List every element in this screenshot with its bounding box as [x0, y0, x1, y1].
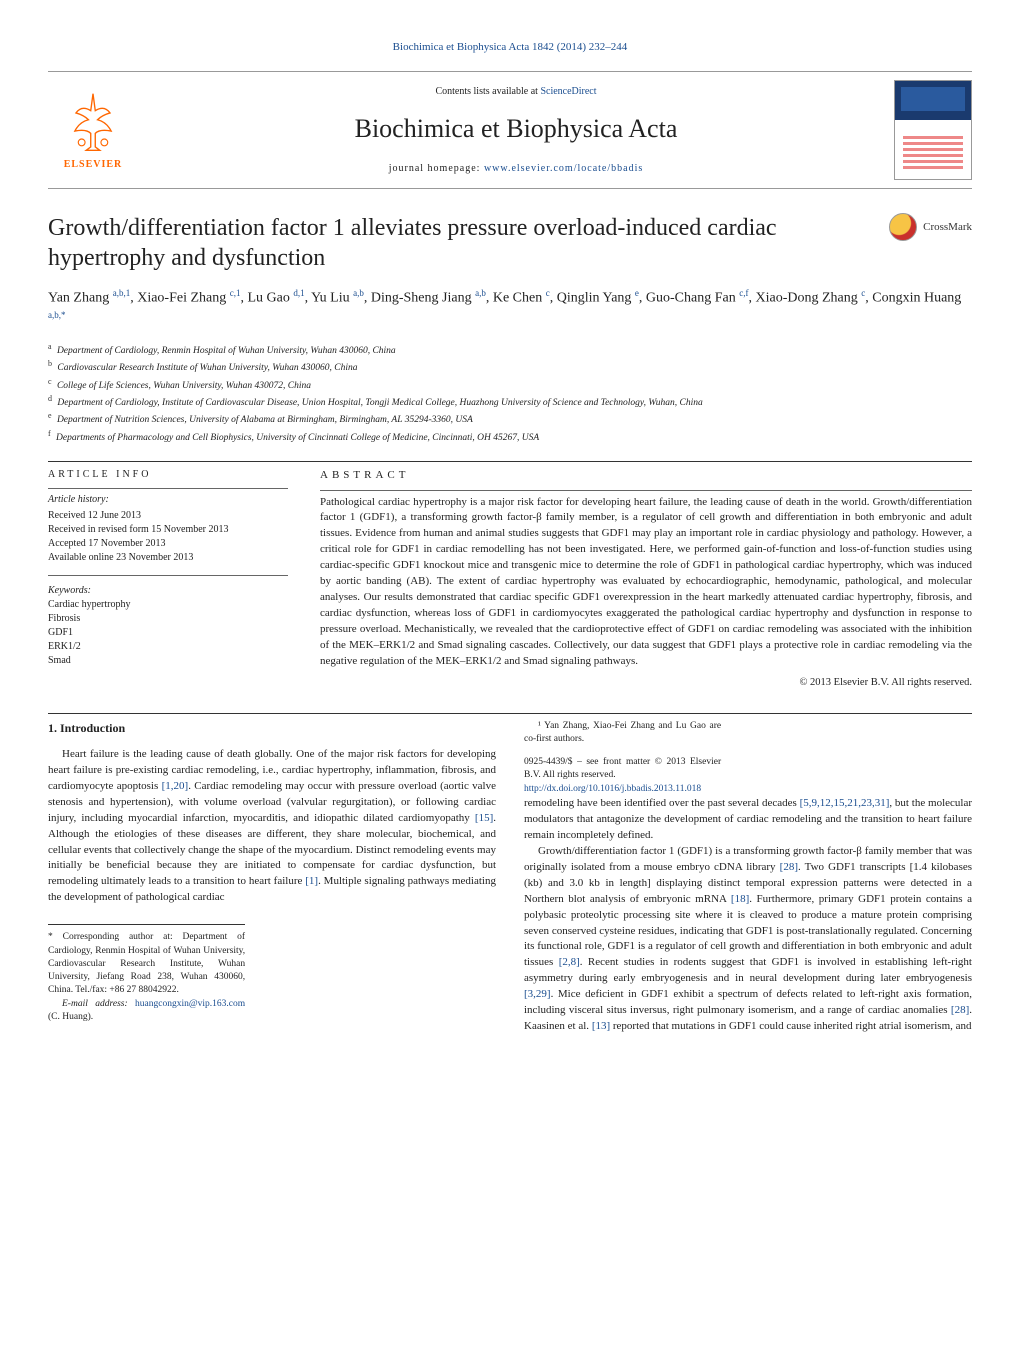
introduction-heading: 1. Introduction [48, 720, 496, 737]
affiliation-line: f Departments of Pharmacology and Cell B… [48, 428, 972, 445]
journal-header: ELSEVIER Contents lists available at Sci… [48, 71, 972, 189]
section-divider [48, 713, 972, 714]
intro-paragraph-3: Growth/differentiation factor 1 (GDF1) i… [524, 844, 972, 1035]
affiliations: a Department of Cardiology, Renmin Hospi… [48, 341, 972, 445]
body-columns: 1. Introduction Heart failure is the lea… [48, 720, 972, 1036]
abstract-heading: ABSTRACT [320, 468, 972, 483]
history-line: Available online 23 November 2013 [48, 551, 288, 565]
keyword: Fibrosis [48, 612, 288, 626]
affiliation-line: e Department of Nutrition Sciences, Univ… [48, 410, 972, 427]
contents-prefix: Contents lists available at [435, 86, 540, 97]
keyword: Cardiac hypertrophy [48, 598, 288, 612]
history-lines: Received 12 June 2013Received in revised… [48, 509, 288, 565]
affiliation-line: d Department of Cardiology, Institute of… [48, 393, 972, 410]
contents-line: Contents lists available at ScienceDirec… [138, 85, 894, 99]
abstract-text: Pathological cardiac hypertrophy is a ma… [320, 495, 972, 670]
thin-divider [48, 575, 288, 576]
intro-paragraph-1: Heart failure is the leading cause of de… [48, 747, 496, 906]
affiliation-line: b Cardiovascular Research Institute of W… [48, 358, 972, 375]
crossmark-label: CrossMark [923, 220, 972, 235]
front-matter: 0925-4439/$ – see front matter © 2013 El… [524, 756, 721, 783]
homepage-link[interactable]: www.elsevier.com/locate/bbadis [484, 163, 643, 174]
intro-paragraph-2: remodeling have been identified over the… [524, 796, 972, 844]
author-list: Yan Zhang a,b,1, Xiao-Fei Zhang c,1, Lu … [48, 287, 972, 330]
history-line: Received 12 June 2013 [48, 509, 288, 523]
journal-cover-thumb[interactable] [894, 80, 972, 180]
doi-link[interactable]: http://dx.doi.org/10.1016/j.bbadis.2013.… [524, 784, 701, 794]
keyword: ERK1/2 [48, 640, 288, 654]
history-label: Article history: [48, 493, 288, 507]
tree-icon [59, 88, 127, 156]
crossmark-badge[interactable]: CrossMark [889, 213, 972, 241]
journal-homepage: journal homepage: www.elsevier.com/locat… [138, 162, 894, 176]
keywords-label: Keywords: [48, 584, 288, 598]
journal-name: Biochimica et Biophysica Acta [138, 111, 894, 147]
email-link[interactable]: huangcongxin@vip.163.com [135, 999, 245, 1009]
affiliation-line: c College of Life Sciences, Wuhan Univer… [48, 376, 972, 393]
email-suffix: (C. Huang). [48, 1012, 93, 1022]
cofirst-note: ¹ Yan Zhang, Xiao-Fei Zhang and Lu Gao a… [524, 720, 721, 747]
corresponding-author: * Corresponding author at: Department of… [48, 931, 245, 997]
thin-divider [320, 490, 972, 491]
keyword: Smad [48, 654, 288, 668]
keyword: GDF1 [48, 626, 288, 640]
abstract-copyright: © 2013 Elsevier B.V. All rights reserved… [320, 676, 972, 691]
elsevier-logo[interactable]: ELSEVIER [48, 85, 138, 175]
article-info-heading: article info [48, 468, 288, 482]
affiliation-line: a Department of Cardiology, Renmin Hospi… [48, 341, 972, 358]
section-divider [48, 461, 972, 462]
thin-divider [48, 488, 288, 489]
crossmark-icon [889, 213, 917, 241]
keywords-list: Cardiac hypertrophyFibrosisGDF1ERK1/2Sma… [48, 598, 288, 668]
journal-citation[interactable]: Biochimica et Biophysica Acta 1842 (2014… [48, 40, 972, 55]
email-line: E-mail address: huangcongxin@vip.163.com… [48, 998, 245, 1025]
history-line: Received in revised form 15 November 201… [48, 523, 288, 537]
sciencedirect-link[interactable]: ScienceDirect [540, 86, 596, 97]
history-line: Accepted 17 November 2013 [48, 537, 288, 551]
homepage-prefix: journal homepage: [389, 163, 484, 174]
publisher-name: ELSEVIER [64, 158, 123, 172]
article-title: Growth/differentiation factor 1 alleviat… [48, 213, 877, 273]
email-label: E-mail address: [62, 999, 135, 1009]
